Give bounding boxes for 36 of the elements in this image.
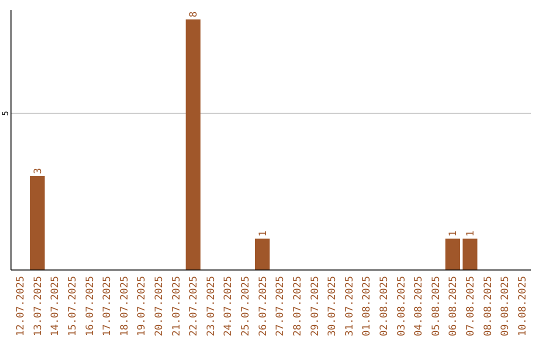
x-tick-label: 16.07.2025 xyxy=(84,276,96,336)
x-tick-label: 03.08.2025 xyxy=(396,276,408,336)
x-tick-label: 01.08.2025 xyxy=(362,276,373,336)
x-tick-label: 13.07.2025 xyxy=(32,276,44,336)
x-tick-label: 23.07.2025 xyxy=(206,276,217,336)
x-tick-label: 12.07.2025 xyxy=(16,276,27,336)
x-tick-label: 22.07.2025 xyxy=(188,276,200,336)
x-tick-label: 08.08.2025 xyxy=(482,276,494,336)
x-tick-label: 15.07.2025 xyxy=(68,276,78,336)
x-tick-label: 09.08.2025 xyxy=(500,276,512,336)
x-tick-label: 24.07.2025 xyxy=(223,276,234,336)
y-tick-label: 5 xyxy=(1,110,10,116)
x-tick-label: 20.07.2025 xyxy=(154,276,166,336)
x-tick-label: 27.07.2025 xyxy=(275,276,286,336)
data-label: 1 xyxy=(448,230,460,237)
data-label: 1 xyxy=(466,230,476,237)
x-tick-label: 17.07.2025 xyxy=(102,276,114,336)
x-tick-label: 06.08.2025 xyxy=(448,276,460,336)
x-tick-label: 18.07.2025 xyxy=(119,276,130,336)
x-tick-label: 14.07.2025 xyxy=(50,276,62,336)
x-tick-label: 30.07.2025 xyxy=(327,276,338,336)
x-tick-label: 21.07.2025 xyxy=(171,276,182,336)
data-label: 1 xyxy=(258,230,269,237)
x-tick-label: 31.07.2025 xyxy=(344,276,356,336)
x-tick-label: 29.07.2025 xyxy=(310,276,321,336)
data-label: 3 xyxy=(32,168,44,174)
x-tick-label: 04.08.2025 xyxy=(414,276,425,336)
x-tick-label: 25.07.2025 xyxy=(240,276,252,336)
x-tick-label: 05.08.2025 xyxy=(430,276,442,336)
x-tick-label: 19.07.2025 xyxy=(136,276,148,336)
data-label: 8 xyxy=(188,11,200,18)
x-tick-label: 28.07.2025 xyxy=(292,276,304,336)
x-tick-label: 10.08.2025 xyxy=(517,276,528,336)
x-tick-label: 02.08.2025 xyxy=(378,276,390,336)
x-tick-label: 07.08.2025 xyxy=(466,276,476,336)
x-tick-label: 26.07.2025 xyxy=(258,276,269,336)
